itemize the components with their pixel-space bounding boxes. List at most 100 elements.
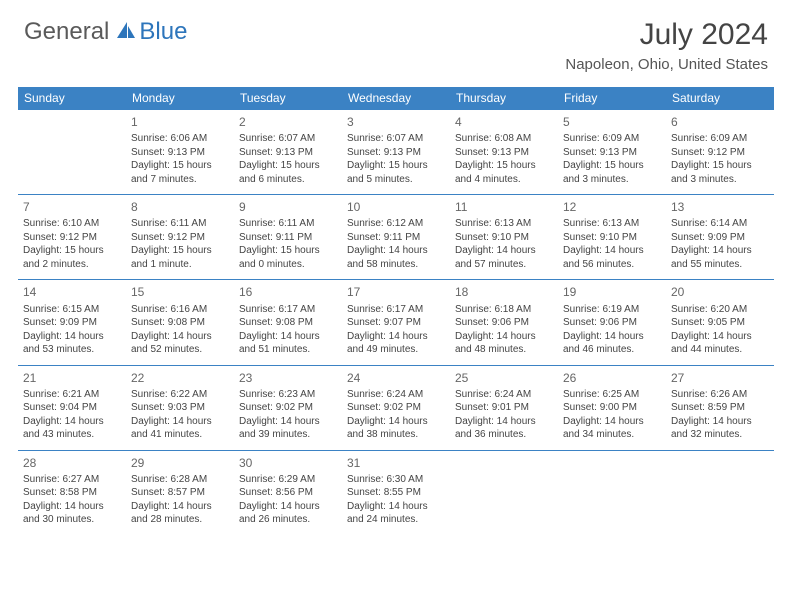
sunset-text: Sunset: 9:13 PM xyxy=(239,146,337,160)
day-cell: 5Sunrise: 6:09 AMSunset: 9:13 PMDaylight… xyxy=(558,110,666,195)
daylight-text: and 3 minutes. xyxy=(563,173,661,187)
day-number: 13 xyxy=(671,199,769,215)
daylight-text: and 0 minutes. xyxy=(239,258,337,272)
weekday-header-row: Sunday Monday Tuesday Wednesday Thursday… xyxy=(18,87,774,110)
daylight-text: Daylight: 14 hours xyxy=(131,330,229,344)
daylight-text: and 39 minutes. xyxy=(239,428,337,442)
daylight-text: Daylight: 14 hours xyxy=(347,415,445,429)
daylight-text: Daylight: 14 hours xyxy=(563,244,661,258)
weekday-tuesday: Tuesday xyxy=(234,87,342,110)
day-number: 30 xyxy=(239,455,337,471)
sunset-text: Sunset: 9:01 PM xyxy=(455,401,553,415)
sunset-text: Sunset: 9:00 PM xyxy=(563,401,661,415)
sunrise-text: Sunrise: 6:24 AM xyxy=(347,388,445,402)
daylight-text: and 26 minutes. xyxy=(239,513,337,527)
sunset-text: Sunset: 9:13 PM xyxy=(455,146,553,160)
sunset-text: Sunset: 9:09 PM xyxy=(671,231,769,245)
daylight-text: and 41 minutes. xyxy=(131,428,229,442)
sunset-text: Sunset: 9:13 PM xyxy=(131,146,229,160)
weekday-friday: Friday xyxy=(558,87,666,110)
sunset-text: Sunset: 9:12 PM xyxy=(23,231,121,245)
day-cell: 7 Sunrise: 6:10 AMSunset: 9:12 PMDaylight… xyxy=(18,195,126,280)
logo-sail-icon xyxy=(115,20,137,45)
daylight-text: Daylight: 15 hours xyxy=(131,244,229,258)
day-cell: 25Sunrise: 6:24 AMSunset: 9:01 PMDayligh… xyxy=(450,365,558,450)
sunrise-text: Sunrise: 6:13 AM xyxy=(563,217,661,231)
calendar-table: Sunday Monday Tuesday Wednesday Thursday… xyxy=(18,87,774,535)
daylight-text: Daylight: 15 hours xyxy=(239,244,337,258)
day-cell: 19Sunrise: 6:19 AMSunset: 9:06 PMDayligh… xyxy=(558,280,666,365)
sunset-text: Sunset: 9:08 PM xyxy=(239,316,337,330)
day-cell: 24 Sunrise: 6:24 AMSunset: 9:02 PMDayligh… xyxy=(342,365,450,450)
day-number: 14 xyxy=(23,284,121,300)
daylight-text: and 46 minutes. xyxy=(563,343,661,357)
day-cell: 31Sunrise: 6:30 AMSunset: 8:55 PMDayligh… xyxy=(342,450,450,535)
sunrise-text: Sunrise: 6:09 AM xyxy=(671,132,769,146)
day-number: 18 xyxy=(455,284,553,300)
daylight-text: Daylight: 14 hours xyxy=(671,415,769,429)
day-cell: 18Sunrise: 6:18 AMSunset: 9:06 PMDayligh… xyxy=(450,280,558,365)
daylight-text: Daylight: 15 hours xyxy=(23,244,121,258)
daylight-text: Daylight: 14 hours xyxy=(23,415,121,429)
logo-text-general: General xyxy=(24,18,109,46)
day-cell-empty xyxy=(666,450,774,535)
daylight-text: Daylight: 14 hours xyxy=(347,244,445,258)
daylight-text: and 24 minutes. xyxy=(347,513,445,527)
day-number: 19 xyxy=(563,284,661,300)
sunrise-text: Sunrise: 6:13 AM xyxy=(455,217,553,231)
daylight-text: and 32 minutes. xyxy=(671,428,769,442)
daylight-text: and 30 minutes. xyxy=(23,513,121,527)
day-cell-empty xyxy=(558,450,666,535)
sunrise-text: Sunrise: 6:16 AM xyxy=(131,303,229,317)
daylight-text: Daylight: 14 hours xyxy=(671,330,769,344)
daylight-text: and 5 minutes. xyxy=(347,173,445,187)
daylight-text: Daylight: 14 hours xyxy=(239,330,337,344)
sunset-text: Sunset: 9:04 PM xyxy=(23,401,121,415)
day-number: 5 xyxy=(563,114,661,130)
sunrise-text: Sunrise: 6:22 AM xyxy=(131,388,229,402)
sunset-text: Sunset: 9:09 PM xyxy=(23,316,121,330)
day-number: 7 xyxy=(23,199,121,215)
day-number: 8 xyxy=(131,199,229,215)
calendar-week-row: 21Sunrise: 6:21 AMSunset: 9:04 PMDayligh… xyxy=(18,365,774,450)
sunset-text: Sunset: 9:11 PM xyxy=(239,231,337,245)
day-number: 24 xyxy=(347,370,445,386)
sunrise-text: Sunrise: 6:11 AM xyxy=(131,217,229,231)
sunset-text: Sunset: 9:02 PM xyxy=(347,401,445,415)
sunrise-text: Sunrise: 6:14 AM xyxy=(671,217,769,231)
sunrise-text: Sunrise: 6:29 AM xyxy=(239,473,337,487)
daylight-text: and 57 minutes. xyxy=(455,258,553,272)
daylight-text: Daylight: 14 hours xyxy=(131,500,229,514)
daylight-text: and 51 minutes. xyxy=(239,343,337,357)
sunrise-text: Sunrise: 6:24 AM xyxy=(455,388,553,402)
day-number: 31 xyxy=(347,455,445,471)
day-cell: 17Sunrise: 6:17 AMSunset: 9:07 PMDayligh… xyxy=(342,280,450,365)
daylight-text: Daylight: 14 hours xyxy=(131,415,229,429)
sunset-text: Sunset: 9:02 PM xyxy=(239,401,337,415)
day-cell-empty xyxy=(18,110,126,195)
day-cell: 22Sunrise: 6:22 AMSunset: 9:03 PMDayligh… xyxy=(126,365,234,450)
sunset-text: Sunset: 9:13 PM xyxy=(347,146,445,160)
day-number: 17 xyxy=(347,284,445,300)
sunrise-text: Sunrise: 6:18 AM xyxy=(455,303,553,317)
daylight-text: and 43 minutes. xyxy=(23,428,121,442)
daylight-text: Daylight: 14 hours xyxy=(563,415,661,429)
daylight-text: and 4 minutes. xyxy=(455,173,553,187)
sunset-text: Sunset: 9:10 PM xyxy=(563,231,661,245)
day-number: 3 xyxy=(347,114,445,130)
day-cell: 8 Sunrise: 6:11 AMSunset: 9:12 PMDaylight… xyxy=(126,195,234,280)
day-number: 4 xyxy=(455,114,553,130)
sunset-text: Sunset: 9:12 PM xyxy=(131,231,229,245)
day-number: 25 xyxy=(455,370,553,386)
sunrise-text: Sunrise: 6:10 AM xyxy=(23,217,121,231)
sunset-text: Sunset: 9:13 PM xyxy=(563,146,661,160)
header: General Blue July 2024 Napoleon, Ohio, U… xyxy=(0,0,792,81)
day-cell: 4Sunrise: 6:08 AMSunset: 9:13 PMDaylight… xyxy=(450,110,558,195)
daylight-text: Daylight: 14 hours xyxy=(563,330,661,344)
sunset-text: Sunset: 9:10 PM xyxy=(455,231,553,245)
calendar-body: 1Sunrise: 6:06 AMSunset: 9:13 PMDaylight… xyxy=(18,110,774,535)
day-number: 16 xyxy=(239,284,337,300)
day-cell: 21Sunrise: 6:21 AMSunset: 9:04 PMDayligh… xyxy=(18,365,126,450)
day-cell: 6Sunrise: 6:09 AMSunset: 9:12 PMDaylight… xyxy=(666,110,774,195)
daylight-text: and 44 minutes. xyxy=(671,343,769,357)
